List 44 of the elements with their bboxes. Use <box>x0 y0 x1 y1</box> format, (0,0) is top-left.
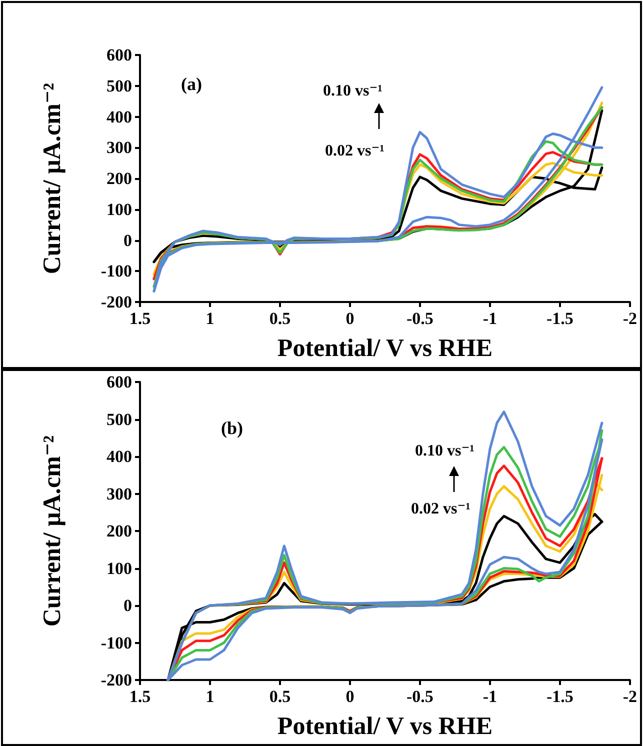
x-tick-label: -2 <box>622 687 638 706</box>
y-tick-label: -200 <box>100 670 132 690</box>
annotation: 0.10 vs⁻¹ <box>323 82 383 100</box>
x-tick-label: -1.5 <box>546 309 574 328</box>
y-tick-label: -100 <box>100 633 132 652</box>
y-tick-label: 400 <box>106 107 132 126</box>
annotation: (a) <box>181 74 202 94</box>
y-tick-label: 300 <box>106 484 132 504</box>
y-tick-label: 200 <box>106 169 132 188</box>
annotation: 0.02 vs⁻¹ <box>411 500 471 518</box>
y-tick-label: 600 <box>106 372 132 392</box>
y-tick-label: 600 <box>106 46 132 64</box>
x-tick-label: 0.5 <box>269 309 291 328</box>
x-tick-label: -1 <box>482 687 498 706</box>
x-tick-label: 0 <box>346 309 354 328</box>
x-tick-label: 1 <box>206 687 214 706</box>
y-tick-label: 200 <box>106 522 132 540</box>
x-tick-label: -0.5 <box>406 687 434 706</box>
x-tick-label: 1.5 <box>129 309 151 328</box>
x-tick-label: 1.5 <box>129 687 151 706</box>
x-tick-label: -0.5 <box>406 309 434 328</box>
x-tick-label: -1.5 <box>546 687 574 706</box>
annotation: 0.10 vs⁻¹ <box>415 442 475 460</box>
y-tick-label: 0 <box>124 230 132 250</box>
y-tick-label: -200 <box>100 292 132 312</box>
annotation: 0.02 vs⁻¹ <box>325 142 385 160</box>
x-tick-label: -2 <box>622 309 638 328</box>
y-tick-label: 100 <box>106 200 132 219</box>
x-tick-label: 0.5 <box>269 687 291 706</box>
y-tick-label: 500 <box>106 76 132 96</box>
x-tick-label: 1 <box>206 309 214 328</box>
x-axis-title: Potential/ V vs RHE <box>277 335 492 362</box>
y-axis-title: Current/ μA.cm⁻² <box>39 82 66 274</box>
x-tick-label: 0 <box>346 687 354 706</box>
x-tick-label: -1 <box>482 309 498 328</box>
annotation: (b) <box>221 418 244 438</box>
y-tick-label: 0 <box>124 596 132 615</box>
y-tick-label: 100 <box>106 558 132 578</box>
y-tick-label: 500 <box>106 410 132 429</box>
y-tick-label: 300 <box>106 138 132 158</box>
y-tick-label: 400 <box>106 447 132 466</box>
y-axis-title: Current/ μA.cm⁻² <box>39 435 66 627</box>
y-tick-label: -100 <box>100 262 132 281</box>
x-axis-title: Potential/ V vs RHE <box>277 713 492 740</box>
